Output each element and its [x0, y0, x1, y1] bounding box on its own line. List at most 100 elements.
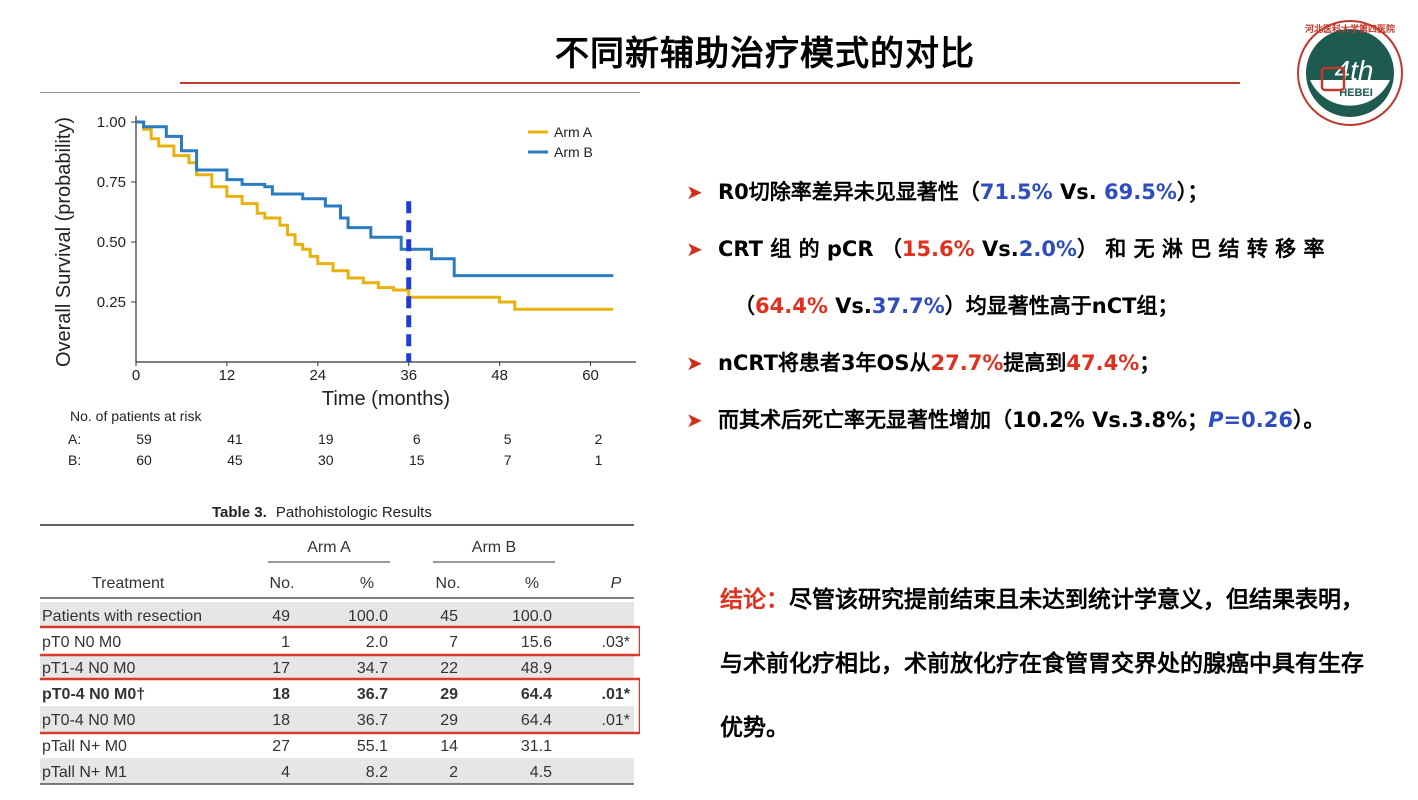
- table-cell: 100.0: [348, 608, 388, 625]
- arrow-bullet-icon: ➤: [686, 237, 703, 261]
- table-cell: pTall N+ M1: [42, 764, 127, 781]
- table-cell: 36.7: [357, 712, 388, 729]
- conclusion: 结论：尽管该研究提前结束且未达到统计学意义，但结果表明，与术前化疗相比，术前放化…: [720, 568, 1380, 760]
- table-cell: 18: [272, 712, 290, 729]
- y-tick-label: 0.25: [97, 294, 126, 311]
- table-cell: Patients with resection: [42, 608, 202, 625]
- at-risk-value: 45: [227, 452, 243, 468]
- table-cell: 15.6: [521, 634, 552, 651]
- table-cell: 45: [440, 608, 458, 625]
- at-risk-row-label: B:: [68, 452, 81, 468]
- title-underline: [180, 82, 1240, 84]
- column-header: %: [525, 575, 539, 592]
- slide-title: 不同新辅助治疗模式的对比: [555, 34, 975, 74]
- at-risk-value: 41: [227, 431, 243, 447]
- pathohistologic-table: Table 3. Pathohistologic Results Arm A Ar…: [40, 504, 640, 785]
- table-cell: 1: [281, 634, 290, 651]
- at-risk-value: 30: [318, 452, 334, 468]
- table-title-number: Table 3.: [212, 504, 267, 521]
- at-risk-value: 15: [409, 452, 425, 468]
- logo-top-text: 河北医科大学第四医院: [1305, 23, 1395, 34]
- group-header-arm-a: Arm A: [307, 539, 351, 556]
- series-line-arm-a: [136, 120, 614, 311]
- table-cell: 48.9: [521, 660, 552, 677]
- table-cell: 17: [272, 660, 290, 677]
- table-cell: pTall N+ M0: [42, 738, 127, 755]
- table-cell: .01*: [602, 686, 631, 703]
- row-shading: [40, 654, 634, 680]
- table-cell: 29: [440, 712, 458, 729]
- table-cell: 2.0: [366, 634, 388, 651]
- x-tick-label: 12: [219, 367, 236, 384]
- group-header-arm-b: Arm B: [472, 539, 516, 556]
- x-tick-label: 24: [309, 367, 326, 384]
- hospital-logo: 河北医科大学第四医院 4th HEBEI: [1297, 20, 1403, 126]
- findings-list: ➤ R0切除率差异未见显著性（71.5% Vs. 69.5%）； ➤ CRT 组…: [686, 168, 1386, 453]
- at-risk-row-label: A:: [68, 431, 81, 447]
- finding-pcr-continued: （64.4% Vs.37.7%）均显著性高于nCT组；: [734, 294, 1179, 318]
- survival-chart: 0.250.500.751.00 0 12 24 36 48 60 Overall Sur…: [40, 92, 640, 468]
- table-cell: pT0-4 N0 M0†: [42, 686, 145, 703]
- table-cell: 64.4: [521, 712, 552, 729]
- x-tick-label: 48: [491, 367, 508, 384]
- table-cell: 14: [440, 738, 458, 755]
- table-cell: 55.1: [357, 738, 388, 755]
- conclusion-label: 结论：: [720, 587, 789, 613]
- column-header: %: [360, 575, 374, 592]
- arrow-bullet-icon: ➤: [686, 408, 703, 432]
- at-risk-value: 6: [413, 431, 421, 447]
- series-line-arm-b: [136, 120, 614, 278]
- logo-center-text: 4th: [1335, 55, 1374, 86]
- arrow-bullet-icon: ➤: [686, 351, 703, 375]
- at-risk-value: 7: [504, 452, 512, 468]
- highlight-box: [40, 625, 640, 657]
- arrow-bullet-icon: ➤: [686, 180, 703, 204]
- table-cell: 29: [440, 686, 458, 703]
- y-tick-label: 1.00: [97, 114, 126, 131]
- column-header: No.: [270, 575, 295, 592]
- table-title: Pathohistologic Results: [276, 504, 432, 521]
- at-risk-title: No. of patients at risk: [70, 408, 203, 424]
- finding-r0: ➤ R0切除率差异未见显著性（71.5% Vs. 69.5%）；: [686, 168, 1386, 225]
- column-header: No.: [436, 575, 461, 592]
- table-cell: 4: [281, 764, 290, 781]
- table-cell: 18: [272, 686, 290, 703]
- table-cell: 2: [449, 764, 458, 781]
- y-tick-label: 0.50: [97, 234, 126, 251]
- column-header: P: [611, 575, 622, 592]
- x-tick-label: 0: [132, 367, 140, 384]
- table-cell: pT0 N0 M0: [42, 634, 121, 651]
- table-cell: 7: [449, 634, 458, 651]
- table-cell: 31.1: [521, 738, 552, 755]
- row-shading: [40, 706, 634, 732]
- table-cell: pT0-4 N0 M0: [42, 712, 135, 729]
- at-risk-value: 2: [595, 431, 603, 447]
- table-cell: pT1-4 N0 M0: [42, 660, 135, 677]
- logo-sub-text: HEBEI: [1339, 87, 1373, 99]
- table-cell: .01*: [602, 712, 630, 729]
- finding-pcr: ➤ CRT 组 的 pCR （15.6% Vs.2.0%） 和 无 淋 巴 结 …: [686, 225, 1386, 282]
- y-tick-label: 0.75: [97, 174, 126, 191]
- table-cell: 34.7: [357, 660, 388, 677]
- y-axis-label: Overall Survival (probability): [53, 117, 75, 367]
- x-tick-label: 36: [400, 367, 417, 384]
- table-cell: 100.0: [512, 608, 552, 625]
- at-risk-value: 59: [136, 431, 152, 447]
- table-cell: 64.4: [521, 686, 552, 703]
- table-cell: .03*: [602, 634, 630, 651]
- table-cell: 8.2: [366, 764, 388, 781]
- at-risk-value: 5: [504, 431, 512, 447]
- table-cell: 4.5: [530, 764, 552, 781]
- finding-os: ➤ nCRT将患者3年OS从27.7%提高到47.4%；: [686, 339, 1386, 396]
- finding-mortality: ➤ 而其术后死亡率无显著性增加（10.2% Vs.3.8%；P=0.26）。: [686, 396, 1386, 453]
- row-shading: [40, 602, 634, 628]
- highlight-box: [40, 677, 640, 735]
- at-risk-value: 1: [595, 452, 603, 468]
- svg-text:Table 3. Pathohistologic R: Table 3. Pathohistologic Results: [212, 504, 432, 521]
- legend-label: Arm B: [554, 144, 593, 160]
- legend-label: Arm A: [554, 124, 593, 140]
- table-cell: 22: [440, 660, 458, 677]
- x-axis-label: Time (months): [322, 388, 450, 410]
- conclusion-text: 尽管该研究提前结束且未达到统计学意义，但结果表明，与术前化疗相比，术前放化疗在食…: [720, 587, 1364, 741]
- table-cell: 36.7: [357, 686, 388, 703]
